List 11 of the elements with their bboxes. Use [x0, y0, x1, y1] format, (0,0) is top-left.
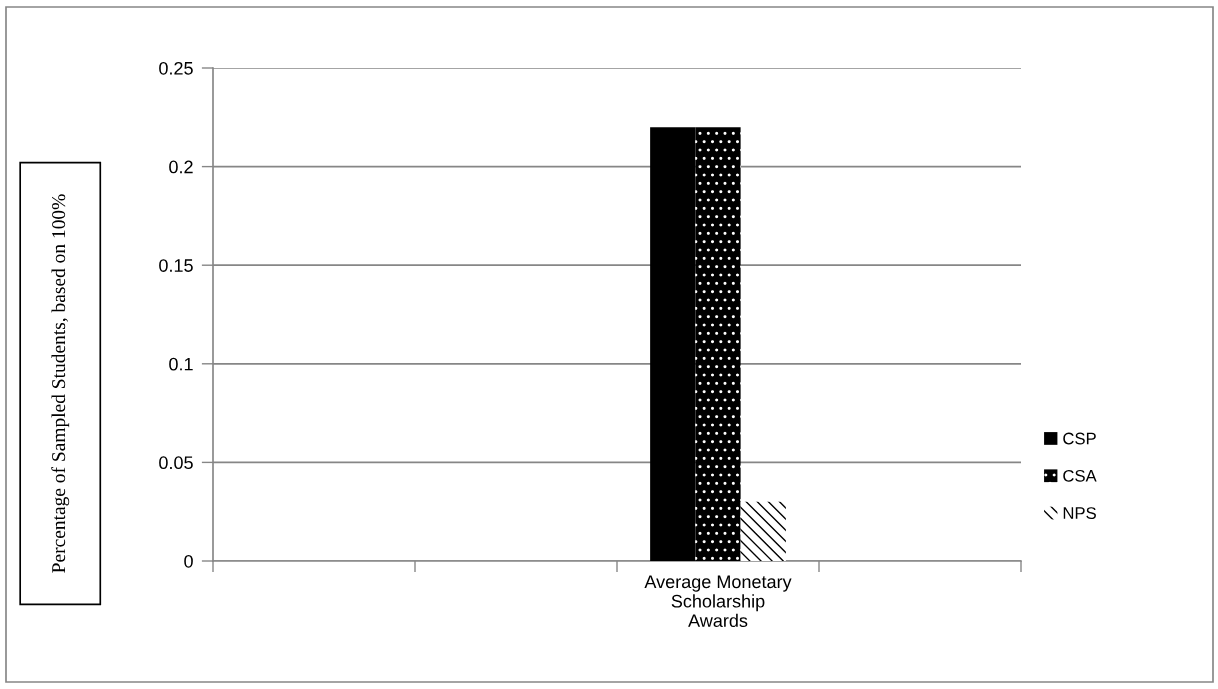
legend-label: CSA	[1063, 469, 1097, 482]
y-tick-label: 0.25	[159, 61, 193, 75]
y-tick-label: 0.15	[159, 259, 193, 272]
y-tick-label: 0.05	[159, 456, 193, 470]
legend-label: NPS	[1063, 507, 1096, 519]
x-tick-label: Average Monetary Scholarship Awards	[644, 575, 792, 628]
y-axis-title: Percentage of Sampled Students, based on 100%	[51, 194, 70, 573]
y-tick-label: 0	[184, 554, 193, 568]
legend-label: CSP	[1063, 432, 1096, 445]
y-tick-label: 0.1	[169, 357, 193, 371]
y-tick-label: 0.2	[169, 160, 193, 174]
